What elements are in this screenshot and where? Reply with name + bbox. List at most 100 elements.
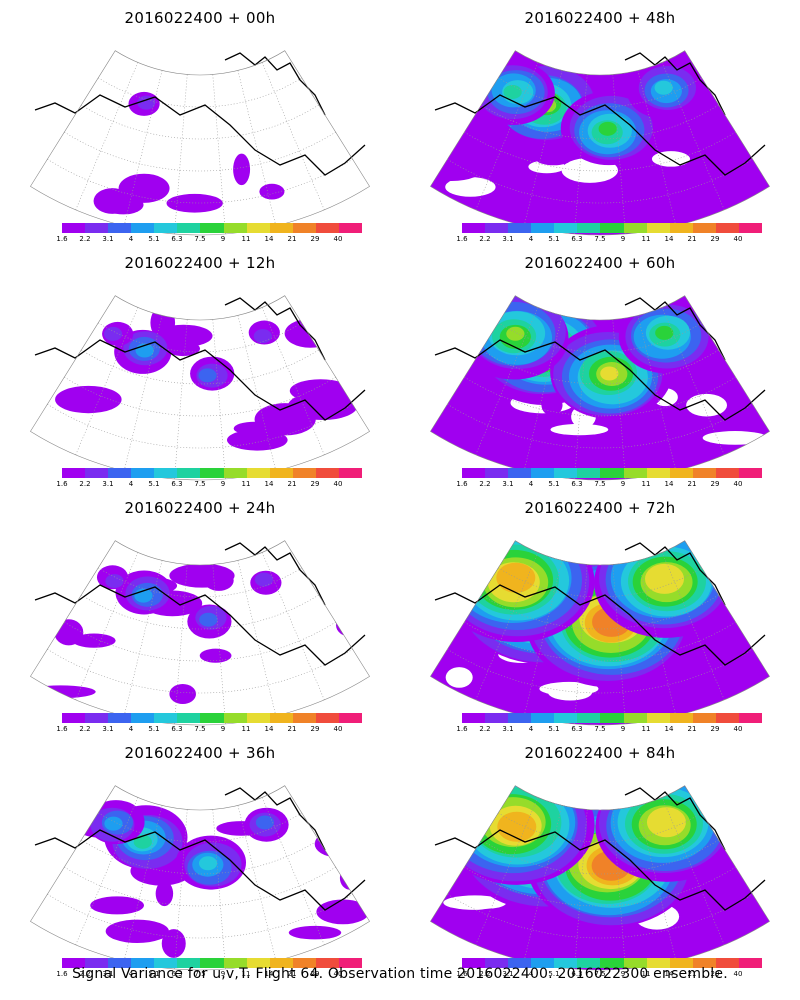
colorbar-label: 6.3 [571,970,583,978]
colorbar-swatch [269,958,293,968]
coastline [434,94,766,176]
colorbar-label: 7.5 [594,725,606,733]
graticule [47,552,353,725]
variance-blob [706,143,763,154]
colorbar-swatch [62,713,86,723]
colorbar-labels: 1.6 2.2 3.1 4 5.1 6.3 7.5 9 11 14 21 29 40 [450,480,770,490]
colorbar-label: 3.1 [502,235,514,243]
longitude-line [212,319,226,480]
colorbar-labels: 1.6 2.2 3.1 4 5.1 6.3 7.5 9 11 14 21 29 40 [50,970,370,980]
colorbar-swatch [577,468,601,478]
colorbar-label: 29 [710,725,720,733]
variance-blob [259,183,285,200]
latitude-line [481,839,719,875]
latitude-line [498,77,702,108]
colorbar-label: 5.1 [148,480,160,488]
colorbar-swatch [738,223,763,233]
colorbar-swatch [692,223,716,233]
colorbar-swatch [292,713,316,723]
colorbar-label: 1.6 [456,235,468,243]
colorbar-swatch [508,958,532,968]
colorbar-label: 11 [641,970,651,978]
panel-00h: 2016022400 + 00h 1.6 2.2 3.1 4 5.1 6.3 7.5 9 11 1… [0,0,400,245]
variance-blob [154,324,213,347]
colorbar-swatch [531,958,555,968]
no-signal-area [702,431,768,445]
colorbar-swatch [108,468,132,478]
colorbar-label: 2.2 [79,725,91,733]
colorbar-label: 5.1 [148,970,160,978]
colorbar-swatch [269,223,293,233]
no-signal-area [550,423,609,436]
variance-contour [137,95,156,110]
coastline [224,542,326,606]
colorbar-swatch [338,468,363,478]
map-field [55,305,358,451]
colorbar-label: 9 [220,725,226,733]
latitude-line [464,621,736,662]
colorbar-label: 40 [733,725,743,733]
colorbar-label: 14 [664,725,674,733]
colorbar-label: 7.5 [194,235,206,243]
colorbar-label: 4 [528,970,534,978]
colorbar-label: 2.2 [79,235,91,243]
colorbar-label: 6.3 [171,235,183,243]
variance-contour [600,366,619,381]
colorbar-label: 29 [310,235,320,243]
colorbar-label: 29 [710,480,720,488]
map-field [430,295,770,480]
colorbar-swatch [131,223,155,233]
colorbar-label: 5.1 [148,725,160,733]
colorbar-label: 40 [333,235,343,243]
map [30,785,370,971]
panel-title: 2016022400 + 00h [124,9,276,27]
variance-contour [133,834,152,849]
colorbar-swatch [315,958,339,968]
colorbar-label: 9 [220,480,226,488]
colorbar-label: 3.1 [102,970,114,978]
coastline [434,339,766,421]
colorbar [62,468,363,478]
colorbar-label: 5.1 [548,235,560,243]
colorbar-label: 4 [528,725,534,733]
colorbar-label: 21 [287,725,297,733]
latitude-line [464,866,736,907]
colorbar-swatch [177,223,201,233]
colorbar-label: 2.2 [479,970,491,978]
colorbar-swatch [246,958,270,968]
map-field [430,50,770,235]
colorbar-swatch [338,223,363,233]
graticule [447,62,753,235]
latitude-line [64,621,336,662]
colorbar-swatch [692,468,716,478]
colorbar-label: 7.5 [594,970,606,978]
variance-blob [161,929,186,958]
colorbar-swatch [646,468,670,478]
colorbar-label: 3.1 [102,725,114,733]
colorbar-label: 3.1 [502,725,514,733]
coastline [624,542,726,606]
latitude-line [64,376,336,417]
colorbar-swatch [108,713,132,723]
variance-contour [654,80,673,95]
colorbar-swatch [315,713,339,723]
colorbar-label: 9 [620,970,626,978]
colorbar-label: 3.1 [102,480,114,488]
colorbar-swatch [62,958,86,968]
colorbar-swatch [715,223,739,233]
colorbar-label: 1.6 [456,480,468,488]
latitude-line [64,866,336,907]
colorbar-label: 6.3 [571,235,583,243]
panel-title: 2016022400 + 84h [524,744,676,762]
colorbar [62,713,363,723]
colorbar-labels: 1.6 2.2 3.1 4 5.1 6.3 7.5 9 11 14 21 29 40 [450,235,770,245]
coastline [34,339,366,421]
colorbar-swatch [269,468,293,478]
colorbar-label: 4 [128,725,134,733]
colorbar-swatch [315,468,339,478]
colorbar-swatch [85,468,109,478]
colorbar-swatch [738,713,763,723]
colorbar-swatch [669,468,693,478]
graticule [47,62,353,235]
colorbar-swatch [62,223,86,233]
